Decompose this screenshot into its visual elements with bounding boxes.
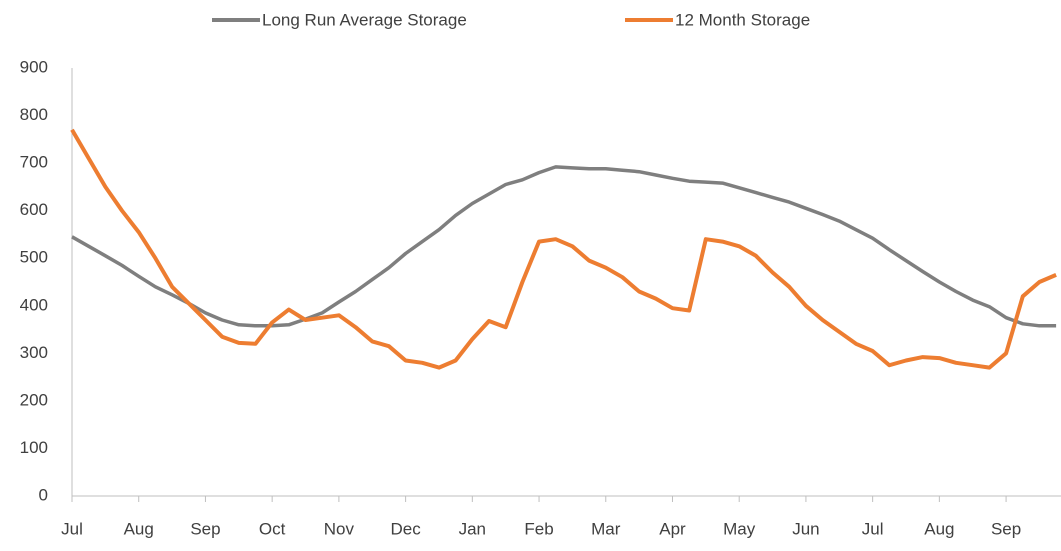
y-tick-label: 400	[20, 295, 48, 314]
x-tick-label: Sep	[190, 519, 220, 538]
x-tick-label: Jan	[459, 519, 486, 538]
x-tick-label: Jul	[862, 519, 884, 538]
x-tick-label: Feb	[524, 519, 553, 538]
x-tick-label: May	[723, 519, 756, 538]
x-tick-label: Mar	[591, 519, 621, 538]
series-line	[71, 165, 1057, 328]
x-tick-label: Jun	[792, 519, 819, 538]
y-tick-label: 500	[20, 248, 48, 267]
x-tick-label: Jul	[61, 519, 83, 538]
series-line	[70, 128, 1057, 370]
y-tick-label: 0	[39, 485, 48, 504]
y-tick-label: 900	[20, 57, 48, 76]
y-tick-label: 100	[20, 438, 48, 457]
x-tick-label: Dec	[390, 519, 421, 538]
y-tick-label: 300	[20, 343, 48, 362]
y-tick-label: 700	[20, 153, 48, 172]
x-tick-label: Apr	[659, 519, 686, 538]
x-tick-label: Sep	[991, 519, 1021, 538]
x-tick-label: Nov	[324, 519, 355, 538]
legend-label: 12 Month Storage	[675, 10, 810, 29]
x-tick-label: Oct	[259, 519, 286, 538]
y-tick-label: 800	[20, 105, 48, 124]
legend-label: Long Run Average Storage	[262, 10, 467, 29]
y-tick-label: 200	[20, 390, 48, 409]
x-tick-label: Aug	[924, 519, 954, 538]
x-tick-label: Aug	[124, 519, 154, 538]
y-tick-label: 600	[20, 200, 48, 219]
